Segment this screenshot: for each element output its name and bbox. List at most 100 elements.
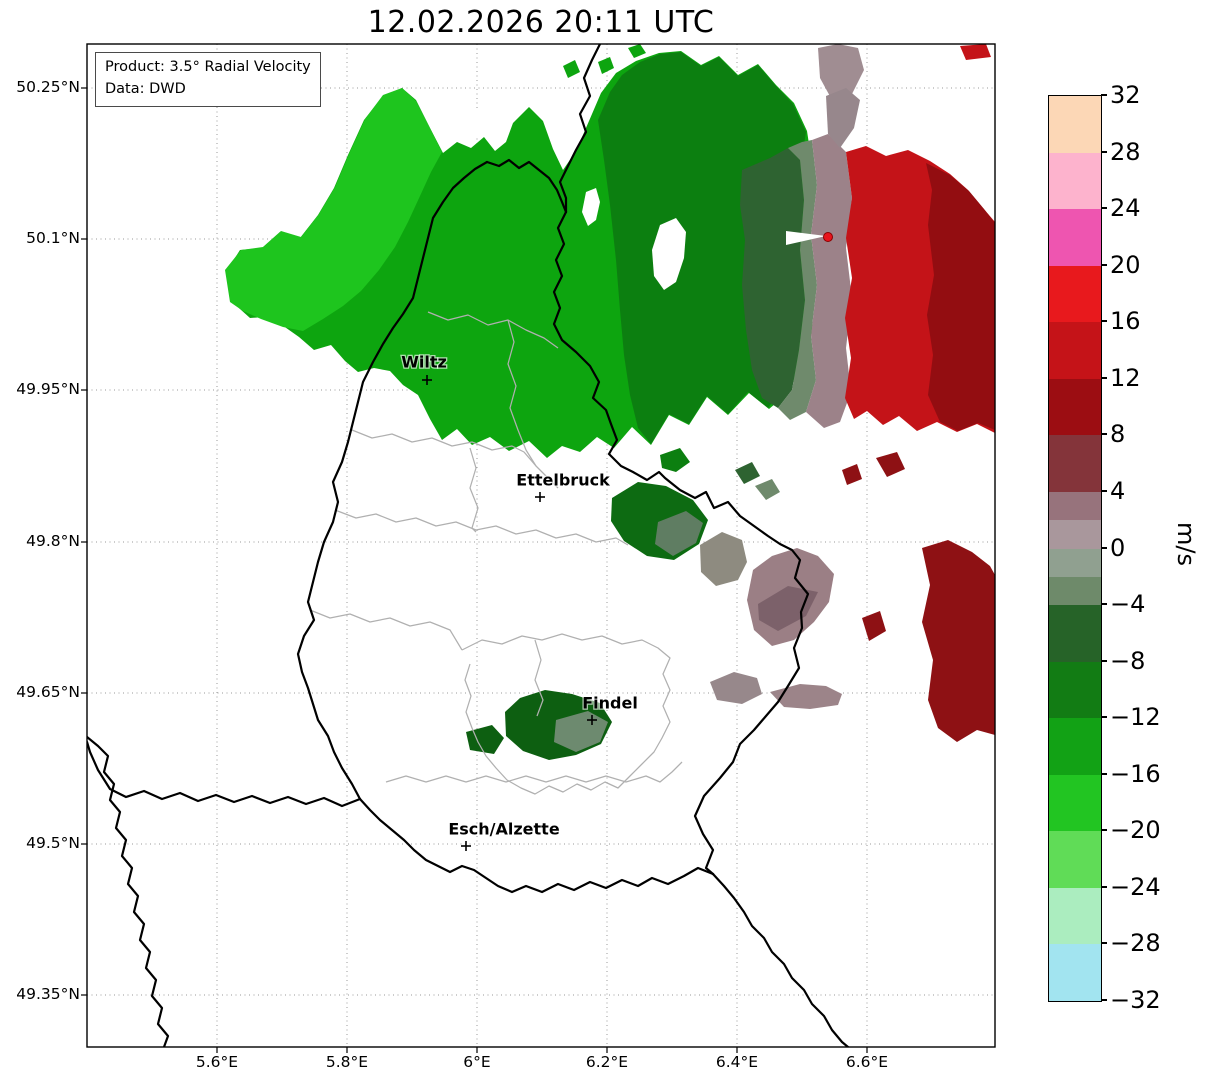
colorbar-tick-label: 0 (1110, 533, 1126, 562)
green-speck-4 (660, 448, 690, 472)
colorbar-segment--2-to--4 (1049, 576, 1101, 606)
green-speck-2 (598, 57, 614, 74)
x-tick-label: 6°E (463, 1053, 491, 1071)
colorbar-segment--12-to--16 (1049, 718, 1101, 775)
colorbar-segment-28-to-24 (1049, 152, 1101, 210)
colorbar-tick-label: 16 (1110, 307, 1141, 336)
product-info-box: Product: 3.5° Radial Velocity Data: DWD (95, 52, 321, 107)
colorbar-tick-mark (1101, 263, 1107, 266)
green-speck-5 (735, 462, 760, 484)
green-bright-west-lobe (225, 88, 442, 331)
district-border (461, 633, 671, 795)
borders (87, 44, 850, 1047)
fr-be-border-south (87, 735, 170, 1047)
colorbar-segment-4-to-2 (1049, 491, 1101, 521)
fr-lu-border (358, 797, 715, 894)
be-lu-border (296, 160, 489, 801)
district-border (534, 639, 544, 717)
colorbar-tick-label: 20 (1110, 250, 1141, 279)
colorbar-tick-label: −8 (1110, 646, 1146, 675)
district-border (385, 761, 683, 783)
white-gap-3 (468, 108, 490, 138)
y-tick-label: 50.25°N (16, 78, 80, 96)
mauve-strip-south (770, 684, 842, 709)
plot-frame (86, 43, 996, 1048)
red-dark-east (926, 163, 995, 431)
graypatch-west (710, 672, 762, 704)
colorbar-tick-label: 24 (1110, 194, 1141, 223)
plot-overlay: Wiltz Ettelbruck Findel Esch/Alzette (81, 43, 996, 1053)
colorbar-tick-mark (1101, 433, 1107, 436)
colorbar-tick-label: −20 (1110, 816, 1161, 845)
x-tick-label: 6.4°E (715, 1053, 759, 1071)
colorbar-segment-16-to-12 (1049, 322, 1101, 379)
district-border (469, 447, 479, 533)
colorbar-tick-label: 12 (1110, 363, 1141, 392)
colorbar-tick-label: −28 (1110, 929, 1161, 958)
green-darkest-strip (740, 148, 805, 408)
colorbar-segment--24-to--28 (1049, 887, 1101, 945)
x-tick-label: 6.6°E (845, 1053, 889, 1071)
colorbar-segment--8-to--12 (1049, 661, 1101, 719)
district-border (507, 319, 559, 489)
colorbar-segment-8-to-4 (1049, 435, 1101, 492)
colorbar-segment-12-to-8 (1049, 378, 1101, 436)
mauve-dark-streak (758, 586, 818, 631)
district-border (334, 509, 629, 546)
colorbar-segment-2-to-0 (1049, 520, 1101, 549)
graygreen-ettelbruck (655, 511, 703, 556)
y-tick-label: 49.5°N (26, 834, 80, 852)
colorbar-tick-mark (1101, 772, 1107, 775)
colorbar-segment-0-to--2 (1049, 548, 1101, 577)
colorbar-segment--16-to--20 (1049, 774, 1101, 832)
darkred-speck-1 (862, 611, 886, 641)
gray-above-radar (826, 88, 860, 148)
mauve-zero-strip (806, 134, 852, 428)
colorbar-segment--20-to--24 (1049, 831, 1101, 888)
colorbar-tick-label: 28 (1110, 137, 1141, 166)
white-gap-1 (652, 218, 686, 290)
y-tick-label: 49.65°N (16, 683, 80, 701)
lu-de-border (552, 210, 810, 876)
colorbar-tick-mark (1101, 207, 1107, 210)
product-label: Product: 3.5° Radial Velocity (105, 59, 311, 75)
colorbar-segment-24-to-20 (1049, 209, 1101, 266)
graypatch-north-of-mauve (700, 532, 747, 586)
graygreen-speck (755, 479, 780, 500)
colorbar-tick-label: −24 (1110, 872, 1161, 901)
colorbar-tick-label: 32 (1110, 81, 1141, 109)
city-label: Wiltz (401, 353, 447, 372)
green-speck-1 (563, 60, 580, 78)
colorbar-segment-20-to-16 (1049, 265, 1101, 323)
be-de-border (558, 44, 602, 214)
fr-de-border (711, 872, 850, 1047)
colorbar-tick-mark (1101, 546, 1107, 549)
colorbar-segment--28-to--32 (1049, 944, 1101, 1001)
colorbar-tick-label: 4 (1110, 476, 1126, 505)
colorbar-tick-mark (1101, 885, 1107, 888)
darkred-speck-2 (876, 452, 905, 477)
district-border (427, 311, 559, 349)
white-gap-2 (582, 188, 600, 226)
colorbar-units-label: m/s (1172, 522, 1200, 566)
data-source-label: Data: DWD (105, 80, 186, 97)
red-speck-topright (960, 44, 991, 60)
x-tick-label: 6.2°E (585, 1053, 629, 1071)
mauve-above-radar (818, 44, 864, 100)
darkred-speck-3 (842, 464, 862, 485)
colorbar-tick-mark (1101, 94, 1107, 96)
city-label: Ettelbruck (516, 471, 610, 490)
colorbar-tick-mark (1101, 829, 1107, 832)
y-tick-label: 49.95°N (16, 380, 80, 398)
colorbar-tick-mark (1101, 376, 1107, 379)
y-tick-label: 49.35°N (16, 985, 80, 1003)
darkred-southeast (922, 540, 995, 742)
colorbar-segment--4-to--8 (1049, 605, 1101, 662)
colorbar-tick-mark (1101, 150, 1107, 153)
city-label: Esch/Alzette (448, 820, 560, 839)
colorbar-tick-label: −32 (1110, 986, 1161, 1014)
colorbar-tick-label: −12 (1110, 703, 1161, 732)
lu-north-border (485, 158, 568, 214)
